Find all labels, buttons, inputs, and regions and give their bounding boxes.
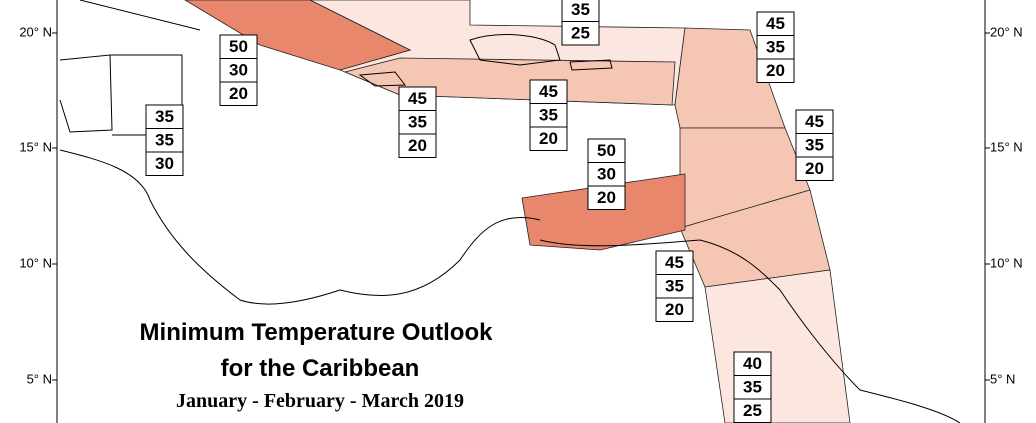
latitude-label: 20° N — [990, 24, 1023, 39]
outlook-value: 45 — [408, 89, 427, 108]
outlook-cell — [756, 58, 795, 83]
coastlines — [59, 0, 961, 423]
outlook-value: 40 — [743, 354, 762, 373]
coastline — [59, 54, 113, 133]
outlook-value: 50 — [229, 37, 248, 56]
outlook-cell — [145, 151, 184, 176]
outlook-cell — [561, 21, 600, 46]
outlook-value: 25 — [571, 24, 590, 43]
coastline — [539, 239, 961, 423]
island — [469, 34, 561, 66]
region — [521, 173, 686, 251]
outlook-cell — [655, 297, 694, 322]
outlook-value: 45 — [665, 253, 684, 272]
title-line-1: Minimum Temperature Outlook — [140, 319, 494, 346]
outlook-value: 30 — [229, 61, 248, 80]
latitude-label: 10° N — [990, 255, 1023, 270]
latitude-label: 20° N — [19, 24, 52, 39]
outlook-value: 35 — [766, 38, 785, 57]
latitude-label: 5° N — [27, 371, 52, 386]
outlook-value: 35 — [539, 106, 558, 125]
outlook-cell — [398, 133, 437, 158]
labels: 20° N 15° N 10° N 5° N 20° N 15° N 10° N 5° N 35… — [19, 0, 1023, 423]
outlook-value: 35 — [571, 0, 590, 19]
outlook-value: 35 — [155, 131, 174, 150]
outlook-cell — [219, 81, 258, 106]
island — [569, 59, 613, 71]
island — [358, 71, 406, 87]
period: January - February - March 2019 — [176, 390, 464, 412]
outlook-value: 20 — [766, 61, 785, 80]
coastline — [79, 0, 201, 31]
outlook-value: 20 — [665, 300, 684, 319]
region — [704, 269, 851, 423]
outlook-value: 45 — [766, 14, 785, 33]
latitude-label: 15° N — [990, 139, 1023, 154]
outlook-cell — [529, 126, 568, 151]
outlook-value: 35 — [805, 136, 824, 155]
latitude-label: 15° N — [19, 139, 52, 154]
coastline — [59, 149, 541, 305]
outlook-value: 35 — [743, 378, 762, 397]
outlook-value: 35 — [155, 107, 174, 126]
title-line-2: for the Caribbean — [221, 355, 420, 382]
outlook-value: 20 — [805, 159, 824, 178]
outlook-value: 30 — [155, 154, 174, 173]
outlook-value: 20 — [539, 129, 558, 148]
outlook-value: 35 — [665, 277, 684, 296]
outlook-cell — [795, 156, 834, 181]
outlook-value: 45 — [539, 82, 558, 101]
latitude-label: 5° N — [990, 371, 1015, 386]
outlook-cell — [587, 185, 626, 210]
outlook-value: 20 — [408, 136, 427, 155]
outlook-value: 30 — [597, 165, 616, 184]
outlook-value: 50 — [597, 141, 616, 160]
outlook-value: 20 — [597, 188, 616, 207]
latitude-label: 10° N — [19, 255, 52, 270]
regions — [184, 0, 851, 423]
outlook-value: 25 — [743, 401, 762, 420]
outlook-value: 20 — [229, 84, 248, 103]
outlook-value: 45 — [805, 112, 824, 131]
outlook-value: 35 — [408, 113, 427, 132]
